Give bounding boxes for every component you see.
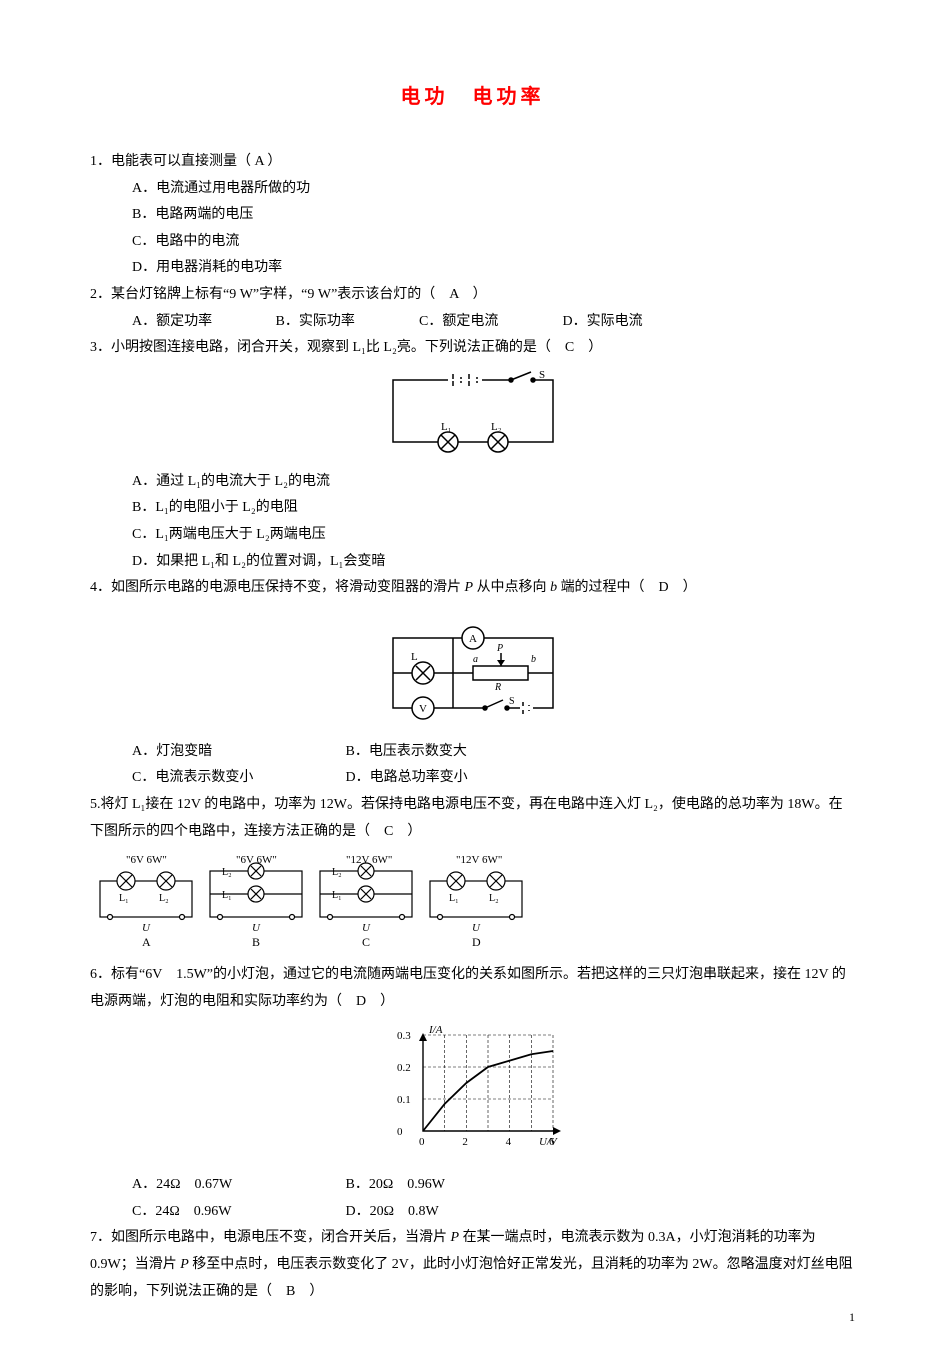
q4-opt-b: B．电压表示数变大 [346, 739, 556, 766]
q1-opt-d: D．用电器消耗的电功率 [90, 255, 855, 282]
svg-text:0.1: 0.1 [397, 1094, 411, 1106]
rheostat-a: a [473, 654, 478, 665]
q4-opt-d: D．电路总功率变小 [346, 765, 556, 792]
svg-text:L₂: L₂ [159, 893, 169, 904]
rheostat-b: b [531, 654, 536, 665]
q2-stem: 2．某台灯铭牌上标有“9 W”字样，“9 W”表示该台灯的（ A ） [90, 282, 855, 309]
q3-opt-d: D．如果把 L₁和 L₂的位置对调，L₁会变暗 [90, 549, 855, 576]
circuit-lamp-rheostat: A L V a P b R S [373, 608, 573, 728]
svg-text:0: 0 [397, 1126, 403, 1138]
q4-stem-b: 从中点移向 [473, 580, 550, 595]
rheostat-P: P [496, 643, 503, 654]
q3-opt-a: A．通过 L₁的电流大于 L₂的电流 [90, 469, 855, 496]
svg-text:U: U [142, 922, 151, 934]
q3-diagram: S L₁ L₂ [90, 368, 855, 463]
q1-opt-c: C．电路中的电流 [90, 229, 855, 256]
svg-text:U: U [472, 922, 481, 934]
q4-opt-a: A．灯泡变暗 [132, 739, 342, 766]
q7-stem: 7．如图所示电路中，电源电压不变，闭合开关后，当滑片 P 在某一端点时，电流表示… [90, 1225, 855, 1305]
svg-text:L₂: L₂ [222, 867, 232, 878]
q6-opt-c: C．24Ω 0.96W [132, 1199, 342, 1226]
svg-text:U: U [252, 922, 261, 934]
q3-stem: 3．小明按图连接电路，闭合开关，观察到 L₁比 L₂亮。下列说法正确的是（ C … [90, 335, 855, 362]
q4-opt-c: C．电流表示数变小 [132, 765, 342, 792]
svg-text:0: 0 [419, 1136, 425, 1148]
lamp2-label: L₂ [491, 421, 502, 433]
q2-options: A．额定功率 B．实际功率 C．额定电流 D．实际电流 [90, 309, 855, 336]
q3-opt-c: C．L₁两端电压大于 L₂两端电压 [90, 522, 855, 549]
q6-options-1: A．24Ω 0.67W B．20Ω 0.96W [90, 1172, 855, 1199]
q7-P2: P [180, 1257, 189, 1272]
q5-diagram: "6V 6W"L₁L₂UA"6V 6W"L₂L₁UB"12V 6W"L₂L₁UC… [90, 851, 855, 956]
q6-opt-d: D．20Ω 0.8W [346, 1199, 556, 1226]
page-root: 电功 电功率 1．电能表可以直接测量（ A ） A．电流通过用电器所做的功 B．… [0, 0, 945, 1345]
svg-text:B: B [252, 935, 260, 949]
svg-text:I/A: I/A [428, 1024, 443, 1036]
svg-text:C: C [362, 935, 370, 949]
q2-opt-d: D．实际电流 [563, 309, 703, 336]
q4-P: P [465, 580, 474, 595]
q7-c: 移至中点时，电压表示数变化了 2V，此时小灯泡恰好正常发光，且消耗的功率为 2W… [90, 1257, 853, 1299]
q6-opt-b: B．20Ω 0.96W [346, 1172, 556, 1199]
q6-stem: 6．标有“6V 1.5W”的小灯泡，通过它的电流随两端电压变化的关系如图所示。若… [90, 962, 855, 1015]
svg-text:6: 6 [549, 1136, 555, 1148]
q6-options-2: C．24Ω 0.96W D．20Ω 0.8W [90, 1199, 855, 1226]
svg-text:L₁: L₁ [119, 893, 129, 904]
switch-S: S [509, 696, 515, 707]
q4-stem-c: 端的过程中（ D ） [557, 580, 697, 595]
circuit-series-two-lamps: S L₁ L₂ [373, 368, 573, 458]
q4-stem-a: 4．如图所示电路的电源电压保持不变，将滑动变阻器的滑片 [90, 580, 465, 595]
rheostat-R: R [494, 682, 501, 693]
svg-text:"12V 6W": "12V 6W" [456, 854, 502, 866]
q6-chart: I/AU/V00.10.20.30246 [90, 1021, 855, 1166]
q4-b: b [550, 580, 557, 595]
q4-diagram: A L V a P b R S [90, 608, 855, 733]
svg-text:L₁: L₁ [449, 893, 459, 904]
ammeter-label: A [469, 633, 477, 645]
lamp1-label: L₁ [441, 421, 452, 433]
svg-text:U: U [362, 922, 371, 934]
q6-opt-a: A．24Ω 0.67W [132, 1172, 342, 1199]
svg-text:L₂: L₂ [332, 867, 342, 878]
svg-text:A: A [142, 935, 151, 949]
lamp-label: L [411, 651, 418, 663]
svg-text:2: 2 [462, 1136, 468, 1148]
q4-options-2: C．电流表示数变小 D．电路总功率变小 [90, 765, 855, 792]
voltmeter-label: V [419, 703, 427, 715]
q2-opt-a: A．额定功率 [132, 309, 272, 336]
q1-opt-a: A．电流通过用电器所做的功 [90, 176, 855, 203]
svg-text:L₁: L₁ [222, 890, 232, 901]
q1-stem: 1．电能表可以直接测量（ A ） [90, 149, 855, 176]
svg-text:L₂: L₂ [489, 893, 499, 904]
switch-label: S [539, 369, 545, 381]
svg-text:0.2: 0.2 [397, 1062, 411, 1074]
q1-opt-b: B．电路两端的电压 [90, 202, 855, 229]
q4-stem: 4．如图所示电路的电源电压保持不变，将滑动变阻器的滑片 P 从中点移向 b 端的… [90, 575, 855, 602]
svg-text:0.3: 0.3 [397, 1030, 411, 1042]
q3-opt-b: B．L₁的电阻小于 L₂的电阻 [90, 495, 855, 522]
svg-text:D: D [472, 935, 481, 949]
q4-options-1: A．灯泡变暗 B．电压表示数变大 [90, 739, 855, 766]
page-number: 1 [849, 1310, 855, 1325]
q7-a: 7．如图所示电路中，电源电压不变，闭合开关后，当滑片 [90, 1230, 451, 1245]
q5-stem: 5.将灯 L₁接在 12V 的电路中，功率为 12W。若保持电路电源电压不变，再… [90, 792, 855, 845]
iv-curve-chart: I/AU/V00.10.20.30246 [373, 1021, 573, 1161]
svg-text:L₁: L₁ [332, 890, 342, 901]
four-circuits: "6V 6W"L₁L₂UA"6V 6W"L₂L₁UB"12V 6W"L₂L₁UC… [90, 851, 550, 951]
q2-opt-c: C．额定电流 [419, 309, 559, 336]
q2-opt-b: B．实际功率 [276, 309, 416, 336]
svg-text:4: 4 [505, 1136, 511, 1148]
svg-text:"6V 6W": "6V 6W" [126, 854, 167, 866]
page-title: 电功 电功率 [90, 80, 855, 109]
q7-P: P [451, 1230, 460, 1245]
